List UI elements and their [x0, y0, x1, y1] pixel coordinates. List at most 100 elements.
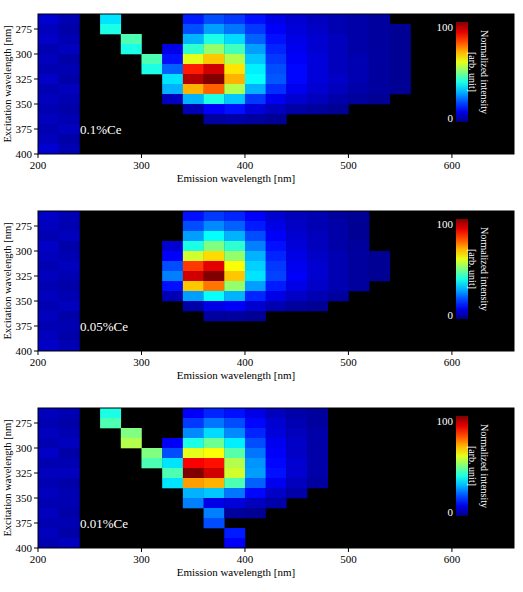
x-tick	[141, 154, 142, 158]
heat-cell	[204, 261, 225, 271]
colorbar-label-line: [arb. unit]	[467, 249, 478, 289]
heat-cell	[224, 14, 245, 24]
heat-cell	[328, 221, 349, 231]
heat-cell	[266, 34, 287, 44]
heat-cell	[38, 418, 59, 428]
heat-cell	[369, 94, 390, 104]
heat-cell	[204, 448, 225, 458]
y-tick-label: 300	[16, 48, 33, 60]
heat-cell	[348, 14, 369, 24]
y-tick-label: 375	[16, 517, 33, 529]
heat-cell	[369, 34, 390, 44]
heat-cell	[348, 261, 369, 271]
heat-cell	[141, 448, 162, 458]
heat-cell	[224, 408, 245, 418]
y-tick	[34, 523, 38, 524]
heat-cell	[266, 271, 287, 281]
heat-cell	[224, 64, 245, 74]
heat-cell	[224, 211, 245, 221]
heat-cell	[390, 54, 411, 64]
heat-cell	[286, 408, 307, 418]
heat-cell	[266, 231, 287, 241]
x-tick	[451, 154, 452, 158]
heat-cell	[328, 251, 349, 261]
heat-cell	[38, 301, 59, 311]
heat-cell	[369, 64, 390, 74]
x-tick	[244, 351, 245, 355]
heat-cell	[59, 408, 80, 418]
heat-cell	[38, 14, 59, 24]
heat-cell	[162, 251, 183, 261]
heat-cell	[59, 14, 80, 24]
heat-cell	[328, 261, 349, 271]
heat-cell	[38, 251, 59, 261]
heat-cell	[328, 211, 349, 221]
heat-cell	[266, 74, 287, 84]
heat-cell	[390, 44, 411, 54]
heat-cell	[204, 241, 225, 251]
plot-background	[38, 408, 514, 548]
heat-cell	[141, 458, 162, 468]
heat-cell	[369, 54, 390, 64]
heat-cell	[59, 418, 80, 428]
panel: 275300325350375400200300400500600Emissio…	[2, 211, 514, 381]
heat-cell	[307, 261, 328, 271]
heat-cell	[348, 44, 369, 54]
heat-cell	[245, 241, 266, 251]
heat-cell	[183, 478, 204, 488]
y-tick	[34, 104, 38, 105]
heat-cell	[38, 478, 59, 488]
heat-cell	[390, 84, 411, 94]
heat-cell	[286, 94, 307, 104]
x-axis-title: Emission wavelength [nm]	[177, 369, 296, 381]
heat-cell	[183, 468, 204, 478]
heat-cell	[59, 528, 80, 538]
heat-cell	[59, 34, 80, 44]
heat-cell	[307, 428, 328, 438]
x-tick-label: 500	[340, 356, 357, 368]
heat-cell	[204, 468, 225, 478]
heat-cell	[266, 221, 287, 231]
heat-cell	[286, 301, 307, 311]
heat-cell	[224, 54, 245, 64]
heat-cell	[59, 94, 80, 104]
heat-cell	[328, 94, 349, 104]
heat-cell	[390, 24, 411, 34]
heat-cell	[59, 64, 80, 74]
heat-cell	[183, 251, 204, 261]
x-tick-label: 200	[30, 356, 47, 368]
y-tick-label: 275	[16, 23, 33, 35]
heat-cell	[59, 498, 80, 508]
colorbar	[456, 219, 468, 319]
heat-cell	[348, 94, 369, 104]
y-tick	[34, 54, 38, 55]
heat-cell	[245, 428, 266, 438]
heat-cell	[328, 24, 349, 34]
heat-cell	[204, 54, 225, 64]
heat-cell	[245, 418, 266, 428]
heat-cell	[183, 498, 204, 508]
heat-cell	[307, 64, 328, 74]
heat-cell	[38, 221, 59, 231]
heat-cell	[224, 251, 245, 261]
heat-cell	[204, 44, 225, 54]
heat-cell	[266, 54, 287, 64]
y-axis-title: Excitation wavelength [nm]	[2, 222, 13, 339]
heat-cell	[266, 448, 287, 458]
heat-cell	[224, 301, 245, 311]
heat-cell	[266, 211, 287, 221]
y-tick	[34, 301, 38, 302]
heat-cell	[183, 428, 204, 438]
y-tick	[34, 473, 38, 474]
heat-cell	[204, 251, 225, 261]
x-tick	[244, 548, 245, 552]
heat-cell	[348, 54, 369, 64]
heat-cell	[59, 54, 80, 64]
heat-cell	[183, 418, 204, 428]
heat-cell	[141, 64, 162, 74]
heat-cell	[328, 14, 349, 24]
x-tick	[244, 154, 245, 158]
heat-cell	[204, 281, 225, 291]
heat-cell	[307, 211, 328, 221]
x-tick-label: 200	[30, 159, 47, 171]
